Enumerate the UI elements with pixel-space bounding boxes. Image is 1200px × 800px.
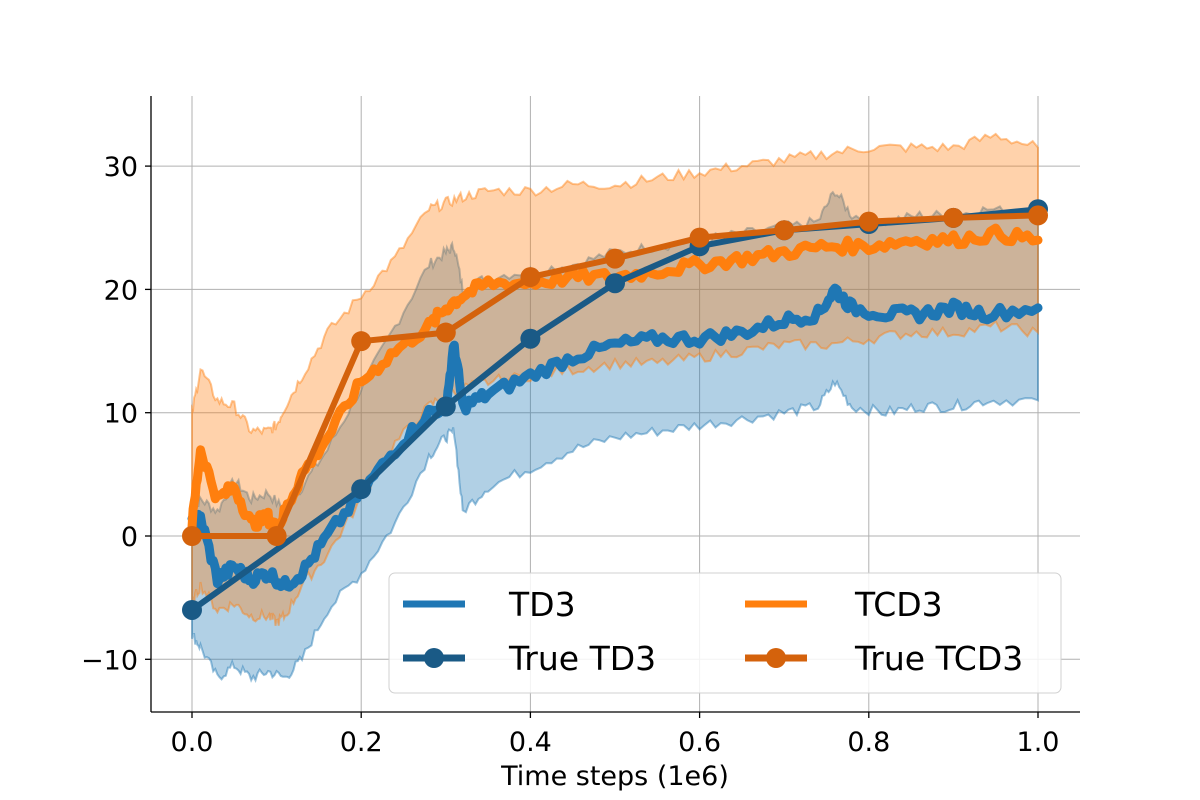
true-tcd3-marker	[435, 322, 456, 343]
legend-label: True TD3	[508, 639, 656, 678]
tcd3-band	[191, 132, 1039, 626]
true-tcd3-marker	[351, 331, 372, 352]
legend: TD3 True TD3 TCD3 True TCD3	[388, 572, 1062, 694]
true-tcd3-marker	[774, 220, 795, 241]
tcd3-line	[187, 223, 1043, 540]
y-tick-label: 10	[104, 399, 138, 430]
true-tcd3-marker	[266, 526, 287, 546]
y-tick-label: 20	[104, 275, 138, 306]
grid	[151, 96, 1080, 712]
true-tcd3-marker	[605, 248, 625, 269]
true-td3-marker	[605, 273, 625, 294]
x-tick-label: 1.0	[1017, 727, 1060, 758]
legend-label: True TCD3	[854, 639, 1023, 678]
x-tick-label: 0.6	[678, 727, 721, 758]
true-tcd3-marker	[689, 227, 710, 248]
true-td3-marker	[520, 328, 541, 349]
legend-marker	[766, 648, 786, 668]
y-tick-label: 0	[121, 522, 138, 553]
y-tick-label: −10	[81, 645, 138, 676]
legend-label: TD3	[508, 585, 576, 624]
legend-label: TCD3	[854, 585, 943, 624]
legend-marker	[424, 648, 444, 668]
x-tick-label: 0.0	[171, 727, 214, 758]
true-tcd3-marker	[182, 526, 202, 546]
true-tcd3-marker	[520, 267, 541, 288]
tick-labels: 0.0 0.2 0.4 0.6 0.8 1.0 −10 0 10 20 30	[81, 152, 1059, 758]
legend-box	[388, 572, 1062, 694]
true-tcd3-marker	[1028, 205, 1048, 226]
x-axis-label: Time steps (1e6)	[500, 761, 729, 792]
td3-band	[191, 190, 1039, 683]
confidence-bands	[191, 132, 1039, 683]
series-lines	[182, 199, 1048, 620]
td3-line	[187, 283, 1043, 592]
true-tcd3-marker	[858, 211, 879, 232]
axes	[145, 96, 1080, 718]
true-td3-marker	[351, 479, 372, 500]
x-tick-label: 0.8	[847, 727, 890, 758]
x-tick-label: 0.4	[509, 727, 552, 758]
x-tick-label: 0.2	[340, 727, 383, 758]
true-td3-marker	[182, 599, 202, 620]
y-tick-label: 30	[104, 152, 138, 183]
true-tcd3-marker	[943, 207, 964, 228]
true-td3-marker	[435, 396, 456, 417]
